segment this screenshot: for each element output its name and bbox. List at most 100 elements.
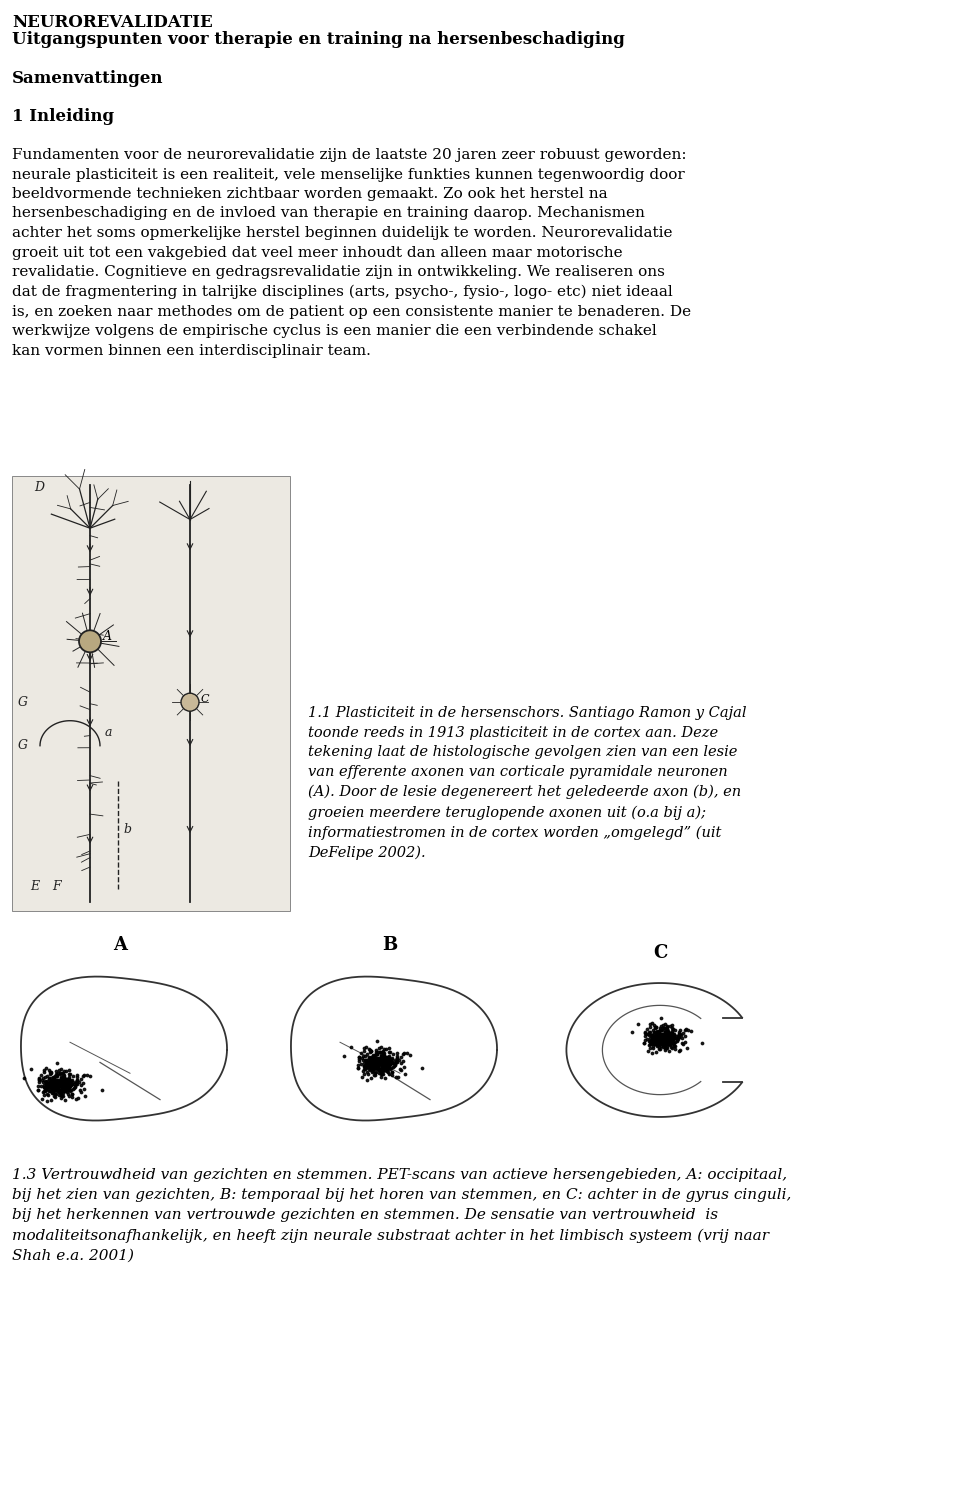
- Point: [652, 1029, 667, 1053]
- Point: [383, 1057, 398, 1081]
- Point: [40, 1074, 56, 1097]
- Point: [659, 1017, 674, 1041]
- Point: [39, 1069, 55, 1093]
- Point: [661, 1029, 677, 1053]
- Point: [636, 1028, 652, 1051]
- Point: [368, 1063, 383, 1087]
- Ellipse shape: [79, 630, 101, 653]
- Point: [381, 1054, 396, 1078]
- Point: [60, 1078, 76, 1102]
- Point: [47, 1083, 62, 1106]
- Point: [54, 1074, 69, 1097]
- Point: [57, 1072, 72, 1096]
- Point: [661, 1029, 677, 1053]
- Point: [58, 1078, 73, 1102]
- Point: [353, 1051, 369, 1075]
- Point: [60, 1069, 75, 1093]
- Point: [52, 1062, 67, 1086]
- Point: [359, 1054, 374, 1078]
- Point: [365, 1053, 380, 1077]
- Point: [654, 1029, 669, 1053]
- Point: [58, 1069, 73, 1093]
- Point: [50, 1063, 65, 1087]
- Point: [684, 1019, 699, 1042]
- Point: [375, 1062, 391, 1086]
- Point: [646, 1028, 661, 1051]
- Point: [65, 1071, 81, 1094]
- Point: [367, 1047, 382, 1071]
- Point: [51, 1077, 66, 1100]
- Point: [659, 1028, 674, 1051]
- Point: [43, 1072, 59, 1096]
- Point: [42, 1071, 58, 1094]
- Point: [49, 1077, 64, 1100]
- Point: [382, 1048, 397, 1072]
- Point: [664, 1017, 680, 1041]
- Point: [376, 1054, 392, 1078]
- Point: [60, 1083, 76, 1106]
- Point: [356, 1039, 372, 1063]
- Text: A: A: [103, 630, 112, 642]
- Point: [73, 1066, 88, 1090]
- Point: [369, 1047, 384, 1071]
- Point: [659, 1026, 674, 1050]
- Point: [662, 1025, 678, 1048]
- Point: [672, 1023, 687, 1047]
- Point: [38, 1072, 54, 1096]
- Point: [649, 1030, 664, 1054]
- Point: [661, 1032, 677, 1056]
- Point: [389, 1050, 404, 1074]
- Point: [366, 1056, 381, 1080]
- Point: [34, 1063, 49, 1087]
- Point: [66, 1072, 82, 1096]
- Point: [382, 1051, 397, 1075]
- Point: [60, 1068, 76, 1091]
- Point: [47, 1068, 62, 1091]
- Point: [664, 1030, 680, 1054]
- Point: [55, 1072, 70, 1096]
- Point: [650, 1029, 665, 1053]
- Point: [60, 1068, 75, 1091]
- Point: [52, 1062, 67, 1086]
- Point: [38, 1075, 54, 1099]
- Point: [23, 1057, 38, 1081]
- Point: [642, 1016, 658, 1039]
- Point: [378, 1047, 394, 1071]
- Point: [631, 1013, 646, 1036]
- Point: [389, 1047, 404, 1071]
- Point: [50, 1080, 65, 1103]
- Point: [663, 1030, 679, 1054]
- Point: [377, 1045, 393, 1069]
- Point: [656, 1032, 671, 1056]
- Point: [57, 1068, 72, 1091]
- Point: [382, 1048, 397, 1072]
- Point: [369, 1050, 384, 1074]
- Point: [57, 1066, 72, 1090]
- Point: [678, 1030, 693, 1054]
- Point: [645, 1026, 660, 1050]
- Point: [655, 1029, 670, 1053]
- Point: [48, 1062, 63, 1086]
- Point: [650, 1020, 665, 1044]
- Point: [44, 1068, 60, 1091]
- Point: [45, 1066, 60, 1090]
- Point: [58, 1087, 73, 1111]
- Point: [381, 1050, 396, 1074]
- Point: [664, 1036, 680, 1060]
- Point: [655, 1023, 670, 1047]
- Point: [355, 1044, 371, 1068]
- Point: [371, 1054, 386, 1078]
- Polygon shape: [566, 983, 742, 1117]
- Point: [383, 1047, 398, 1071]
- Point: [667, 1035, 683, 1059]
- Point: [365, 1059, 380, 1083]
- Point: [390, 1050, 405, 1074]
- Point: [654, 1025, 669, 1048]
- Point: [373, 1045, 389, 1069]
- Point: [64, 1068, 80, 1091]
- Point: [53, 1066, 68, 1090]
- Point: [55, 1075, 70, 1099]
- Point: [653, 1019, 668, 1042]
- Point: [644, 1026, 660, 1050]
- Point: [372, 1036, 387, 1060]
